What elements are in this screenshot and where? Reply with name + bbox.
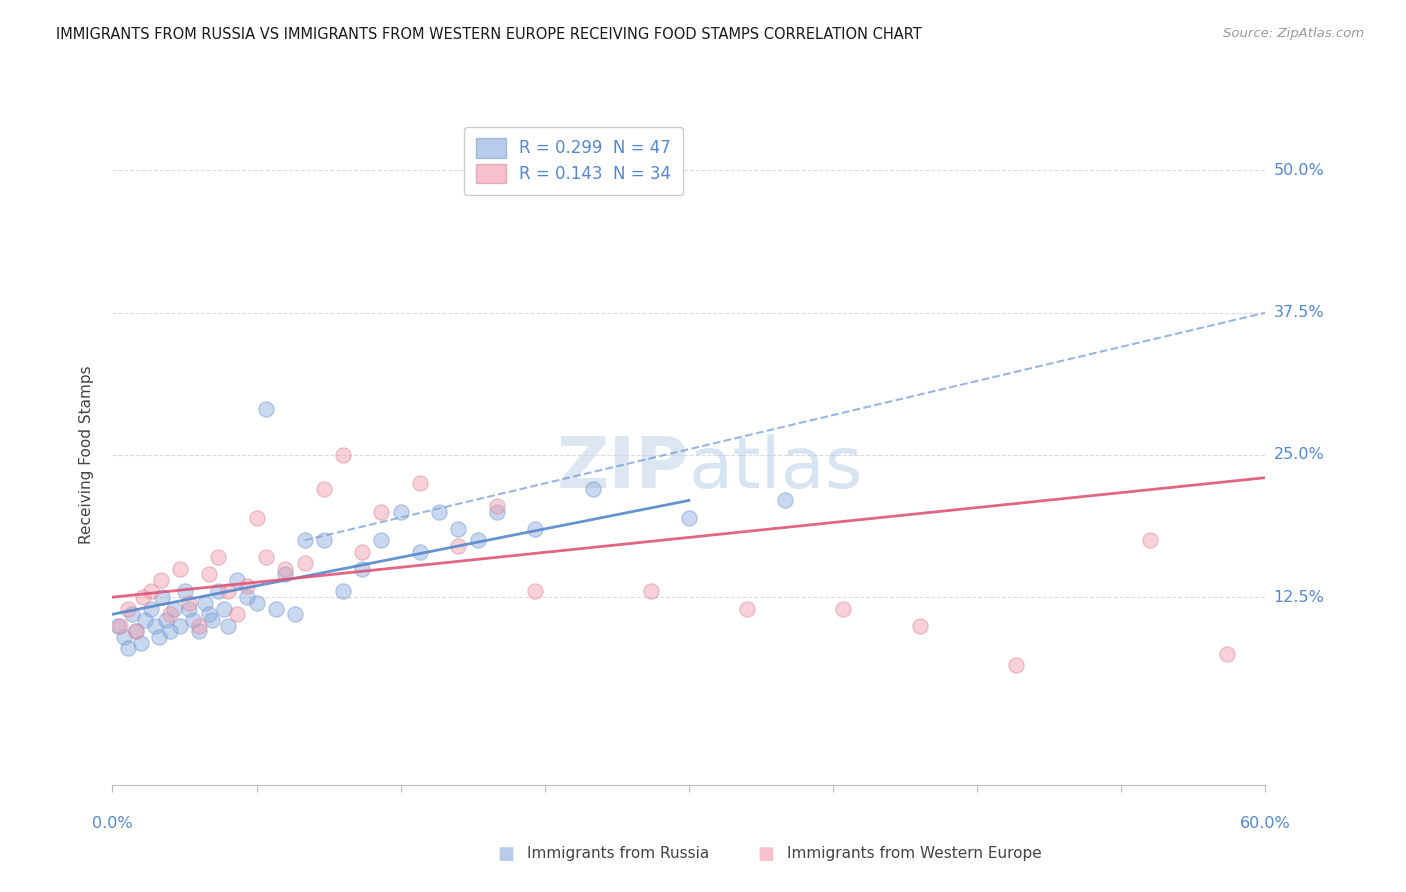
Text: Immigrants from Russia: Immigrants from Russia <box>527 847 710 861</box>
Point <box>212 601 235 615</box>
Point <box>524 522 547 536</box>
Point <box>207 584 229 599</box>
Point <box>831 601 853 615</box>
Point <box>226 607 249 622</box>
Point <box>139 584 162 599</box>
Point <box>117 601 139 615</box>
Point <box>467 533 489 548</box>
Point <box>524 584 547 599</box>
Point <box>389 505 412 519</box>
Point <box>179 601 201 615</box>
Text: 25.0%: 25.0% <box>1274 448 1324 462</box>
Point <box>132 590 155 604</box>
Point <box>117 641 139 656</box>
Text: 12.5%: 12.5% <box>1274 590 1324 605</box>
Point <box>254 402 277 417</box>
Point <box>427 505 450 519</box>
Point <box>143 618 166 632</box>
Point <box>236 579 259 593</box>
Point <box>582 482 605 496</box>
Point <box>284 607 307 622</box>
Point <box>409 544 432 558</box>
Y-axis label: Receiving Food Stamps: Receiving Food Stamps <box>79 366 94 544</box>
Point <box>112 630 135 644</box>
Point <box>485 499 508 513</box>
Point <box>152 590 174 604</box>
Point <box>245 596 267 610</box>
Point <box>107 618 129 632</box>
Point <box>1216 647 1239 661</box>
Point <box>294 533 316 548</box>
Text: 50.0%: 50.0% <box>1274 163 1324 178</box>
Point <box>155 613 177 627</box>
Point <box>1139 533 1161 548</box>
Point <box>226 573 249 587</box>
Point <box>201 613 224 627</box>
Point <box>254 550 277 565</box>
Point <box>370 533 392 548</box>
Point <box>139 601 162 615</box>
Point <box>485 505 508 519</box>
Point <box>169 618 191 632</box>
Text: ZIP: ZIP <box>557 434 689 502</box>
Text: 60.0%: 60.0% <box>1240 815 1291 830</box>
Point <box>159 624 181 639</box>
Point <box>148 630 170 644</box>
Point <box>149 573 172 587</box>
Point <box>370 505 392 519</box>
Point <box>312 533 335 548</box>
Point <box>447 522 470 536</box>
Text: ■: ■ <box>758 845 775 863</box>
Point <box>174 584 197 599</box>
Point <box>332 448 354 462</box>
Point <box>108 618 131 632</box>
Point <box>207 550 229 565</box>
Point <box>163 601 186 615</box>
Point <box>236 590 259 604</box>
Point <box>352 562 374 576</box>
Point <box>1004 658 1026 673</box>
Point <box>197 607 219 622</box>
Text: ■: ■ <box>498 845 515 863</box>
Point <box>409 476 432 491</box>
Point <box>773 493 796 508</box>
Point <box>245 510 267 524</box>
Text: atlas: atlas <box>689 434 863 502</box>
Point <box>447 539 470 553</box>
Text: IMMIGRANTS FROM RUSSIA VS IMMIGRANTS FROM WESTERN EUROPE RECEIVING FOOD STAMPS C: IMMIGRANTS FROM RUSSIA VS IMMIGRANTS FRO… <box>56 27 922 42</box>
Legend: R = 0.299  N = 47, R = 0.143  N = 34: R = 0.299 N = 47, R = 0.143 N = 34 <box>464 127 683 195</box>
Point <box>274 567 297 582</box>
Text: 37.5%: 37.5% <box>1274 305 1324 320</box>
Text: 0.0%: 0.0% <box>93 815 132 830</box>
Point <box>187 624 211 639</box>
Text: Immigrants from Western Europe: Immigrants from Western Europe <box>787 847 1042 861</box>
Point <box>678 510 700 524</box>
Point <box>187 618 211 632</box>
Text: Source: ZipAtlas.com: Source: ZipAtlas.com <box>1223 27 1364 40</box>
Point <box>274 562 297 576</box>
Point <box>159 607 181 622</box>
Point <box>735 601 758 615</box>
Point <box>294 556 316 570</box>
Point <box>124 624 146 639</box>
Point <box>352 544 374 558</box>
Point <box>332 584 354 599</box>
Point <box>121 607 143 622</box>
Point <box>908 618 931 632</box>
Point <box>194 596 217 610</box>
Point <box>640 584 662 599</box>
Point <box>169 562 191 576</box>
Point <box>217 584 239 599</box>
Point <box>264 601 287 615</box>
Point <box>179 596 201 610</box>
Point <box>129 636 153 650</box>
Point <box>197 567 219 582</box>
Point <box>217 618 239 632</box>
Point <box>124 624 146 639</box>
Point <box>312 482 335 496</box>
Point <box>181 613 204 627</box>
Point <box>134 613 156 627</box>
